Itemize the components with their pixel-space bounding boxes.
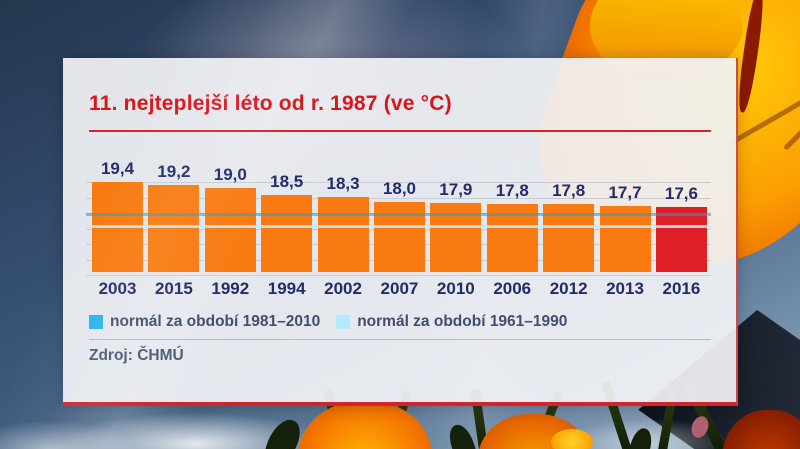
bar-cell: 17,7 2013	[599, 154, 651, 300]
bar-year-label: 2010	[436, 279, 475, 298]
bar-chart-plot: 19,4 2003 19,2 2015 19,0 1992 18,5 1994 18,3 2002…	[86, 159, 711, 305]
normal-line-1961-1990	[86, 225, 711, 228]
gridline	[86, 182, 711, 183]
bar-value-label: 19,0	[213, 165, 247, 184]
bar	[599, 206, 651, 272]
chart-title: 11. nejteplejší léto od r. 1987 (ve °C)	[89, 92, 452, 115]
bar-year-label: 2003	[98, 279, 137, 298]
bar-year-label: 2007	[380, 279, 419, 298]
bar-value-label: 18,5	[270, 172, 304, 191]
bar-year-label: 2016	[662, 279, 701, 298]
bar-value-label: 18,0	[382, 179, 416, 198]
bar-value-label: 17,8	[495, 181, 529, 200]
bar-cell: 18,3 2002	[317, 154, 369, 300]
bar-year-label: 1992	[211, 279, 250, 298]
bar	[655, 207, 707, 272]
legend: normál za období 1981–2010 normál za obd…	[89, 313, 567, 331]
source-credit: Zdroj: ČHMÚ	[89, 347, 184, 364]
bar-value-label: 19,2	[157, 162, 191, 181]
legend-item-1981-2010: normál za období 1981–2010	[89, 313, 320, 331]
bar-cell: 19,2 2015	[148, 154, 200, 300]
gridline	[86, 198, 711, 199]
bar-cell: 17,6 2016	[655, 154, 707, 300]
legend-label: normál za období 1981–2010	[110, 313, 321, 330]
title-underline	[89, 130, 711, 132]
legend-item-1961-1990: normál za období 1961–1990	[336, 313, 567, 331]
gridline	[86, 275, 711, 276]
bar	[148, 185, 200, 272]
bar-value-label: 17,7	[608, 183, 642, 202]
bar-value-label: 19,4	[100, 159, 135, 178]
legend-swatch-icon	[336, 315, 351, 329]
bar-year-label: 2013	[606, 279, 644, 298]
bar-value-label: 17,9	[439, 180, 473, 199]
bar-year-label: 2006	[493, 279, 532, 298]
bar-year-label: 2002	[324, 279, 362, 298]
bar	[204, 188, 256, 272]
yellow-flower-bit	[551, 429, 593, 449]
bar-value-label: 17,6	[664, 184, 698, 203]
bar-value-label: 18,3	[326, 174, 360, 193]
legend-separator	[89, 339, 711, 340]
legend-swatch-icon	[89, 315, 103, 329]
bar-cell: 18,5 1994	[261, 154, 313, 300]
bar-cell: 19,0 1992	[204, 154, 256, 300]
normal-line-1981-2010	[86, 213, 711, 216]
chart-panel: 11. nejteplejší léto od r. 1987 (ve °C) …	[63, 58, 738, 406]
bar-value-label: 17,8	[552, 181, 586, 200]
bar-year-label: 1994	[267, 279, 306, 298]
legend-label: normál za období 1961–1990	[357, 313, 568, 330]
bar-year-label: 2012	[549, 279, 588, 298]
bar	[317, 197, 369, 272]
bar-year-label: 2015	[154, 279, 193, 298]
bar	[261, 195, 313, 272]
